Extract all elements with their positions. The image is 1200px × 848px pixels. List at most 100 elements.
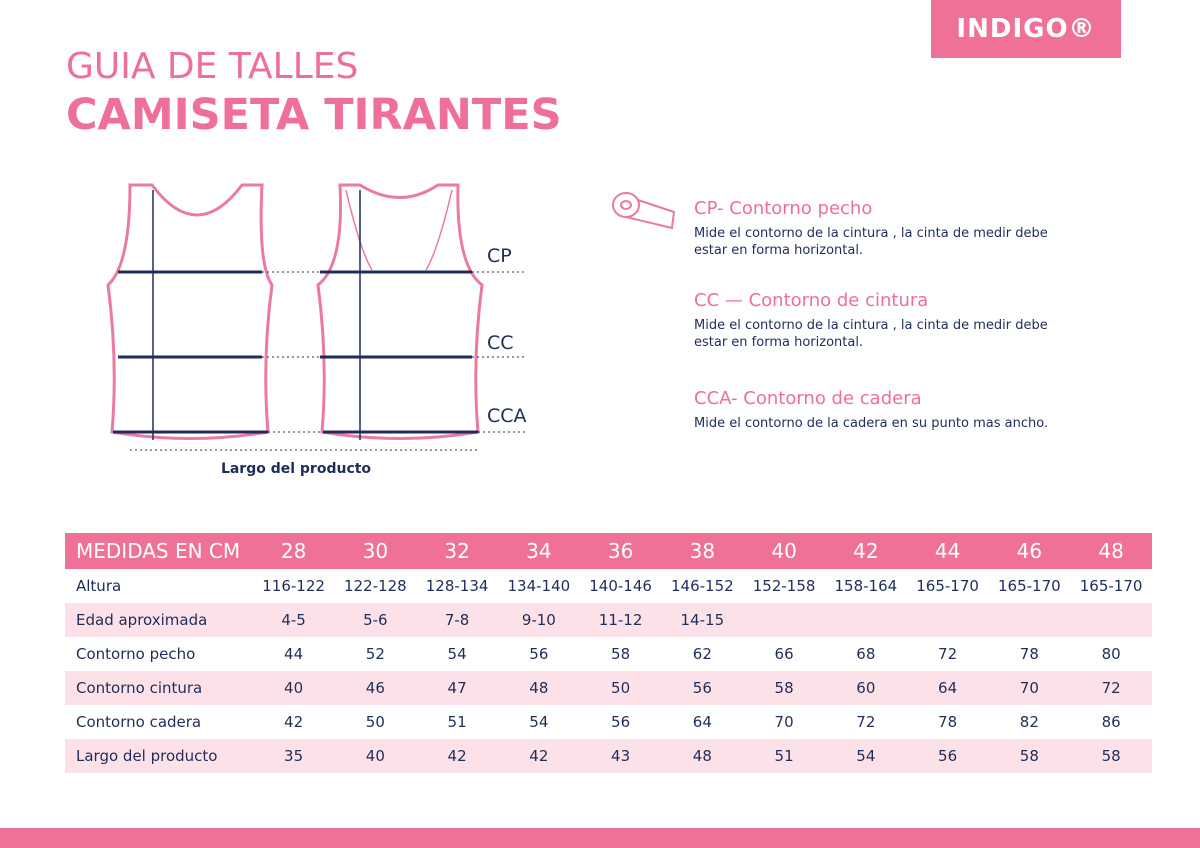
table-cell: 14-15 [661, 603, 744, 637]
legend-text: Mide el contorno de la cadera en su punt… [694, 416, 1049, 431]
table-cell: 9-10 [497, 603, 580, 637]
table-cell: 58 [1070, 739, 1152, 773]
table-cell: Altura [76, 577, 122, 595]
table-cell: 28 [252, 533, 335, 569]
footer-bar [0, 828, 1200, 848]
table-cell: 44 [906, 533, 989, 569]
table-cell: 56 [661, 671, 744, 705]
table-cell: 78 [1019, 645, 1039, 663]
table-cell: 35 [252, 739, 335, 773]
table-cell: 42 [284, 713, 304, 731]
table-cell: 51 [743, 739, 825, 773]
table-cell: Contorno cadera [76, 713, 202, 731]
table-cell: 54 [824, 739, 907, 773]
table-cell: 116-122 [262, 577, 325, 595]
table-cell: 54 [447, 645, 467, 663]
table-cell: 56 [906, 739, 989, 773]
table-cell [743, 603, 825, 637]
table-cell: 72 [856, 713, 876, 731]
table-cell: 86 [1101, 713, 1121, 731]
table-cell: 122-128 [344, 577, 407, 595]
shirt-outline [106, 183, 484, 440]
table-cell: 152-158 [752, 577, 816, 595]
table-cell: 82 [1019, 713, 1039, 731]
table-cell: 47 [416, 671, 498, 705]
legend-item: CP- Contorno pecho Mide el contorno de la… [694, 198, 1054, 259]
legend-text: Mide el contorno de la cintura , la cint… [694, 226, 1048, 258]
table-cell [906, 603, 989, 637]
table-row: MEDIDAS EN CM 28 30 32 34 36 38 40 42 44 46 48 [65, 533, 1152, 569]
diagram-label: CCA [487, 405, 527, 427]
table-cell: 48 [661, 739, 744, 773]
table-cell: 48 [1070, 533, 1152, 569]
table-cell: 140-146 [589, 577, 652, 595]
measure-lines [113, 190, 478, 440]
table-cell: 56 [529, 645, 549, 663]
table-cell: 72 [1070, 671, 1152, 705]
table-cell: 43 [579, 739, 662, 773]
table-cell: 128-134 [425, 577, 489, 595]
table-cell: 7-8 [416, 603, 498, 637]
table-cell: 30 [334, 533, 417, 569]
table-cell: 70 [988, 671, 1071, 705]
table-cell: 54 [529, 713, 549, 731]
table-cell: 50 [579, 671, 662, 705]
size-table: MEDIDAS EN CM 28 30 32 34 36 38 40 42 44 46 48 Altur… [65, 533, 1152, 773]
table-cell: Contorno pecho [76, 645, 196, 663]
diagram: CP CC CCA Largo del producto [106, 183, 527, 477]
table-cell: 40 [252, 671, 335, 705]
tape-icon [612, 192, 676, 230]
table-row: Contorno cadera 42 50 51 54 56 64 70 72 78 82 86 [65, 705, 1152, 739]
table-cell: 32 [416, 533, 498, 569]
table-cell: 56 [611, 713, 631, 731]
logo: INDIGO® [931, 0, 1121, 58]
table-cell: 60 [824, 671, 907, 705]
table-cell: 11-12 [579, 603, 662, 637]
table-cell: 42 [497, 739, 580, 773]
table-cell: 80 [1101, 645, 1121, 663]
table-cell: 40 [334, 739, 417, 773]
table-row: Largo del producto 35 40 42 42 43 48 51 54 56 58 58 [65, 739, 1152, 773]
table-cell: 64 [692, 713, 712, 731]
table-cell: 58 [988, 739, 1071, 773]
table-cell: 42 [416, 739, 498, 773]
table-cell: 4-5 [252, 603, 335, 637]
table-cell: Largo del producto [65, 739, 253, 773]
dotted-guides [130, 271, 525, 451]
table-cell: 46 [334, 671, 417, 705]
table-cell [824, 603, 907, 637]
table-cell: 165-170 [1079, 577, 1143, 595]
table-cell: 38 [661, 533, 744, 569]
table-row: Altura 116-122 122-128 128-134 134-140 140-14… [65, 569, 1152, 603]
table-cell: 5-6 [334, 603, 417, 637]
legend-title: CC — Contorno de cintura [694, 290, 929, 311]
table-cell: 66 [774, 645, 794, 663]
table-row: Contorno cintura 40 46 47 48 50 56 58 60 64 70 72 [65, 671, 1152, 705]
table-cell: 50 [365, 713, 385, 731]
table-cell: 58 [743, 671, 825, 705]
table-cell: 72 [938, 645, 958, 663]
diagram-label: CP [487, 245, 512, 267]
table-cell: MEDIDAS EN CM [65, 533, 253, 569]
table-cell: 158-164 [834, 577, 898, 595]
table-cell: 40 [743, 533, 825, 569]
table-cell: 44 [284, 645, 304, 663]
table-cell: 70 [774, 713, 794, 731]
table-cell: 165-170 [998, 577, 1061, 595]
table-cell: 58 [611, 645, 631, 663]
table-cell: 68 [856, 645, 876, 663]
table-cell: 46 [988, 533, 1071, 569]
legend-item: CCA- Contorno de cadera Mide el contorno … [694, 388, 1054, 432]
table-cell: 62 [692, 645, 712, 663]
table-cell: 51 [447, 713, 467, 731]
table-cell: 34 [497, 533, 580, 569]
table-row: Edad aproximada 4-5 5-6 7-8 9-10 11-12 14-15 [65, 603, 1152, 637]
table-cell: 146-152 [671, 577, 734, 595]
table-cell: 42 [824, 533, 907, 569]
table-cell: 134-140 [507, 577, 571, 595]
diagram-label: CC [487, 332, 514, 354]
subtitle: CAMISETA TIRANTES [66, 90, 562, 140]
table-cell: Contorno cintura [65, 671, 253, 705]
table-cell: 78 [938, 713, 958, 731]
